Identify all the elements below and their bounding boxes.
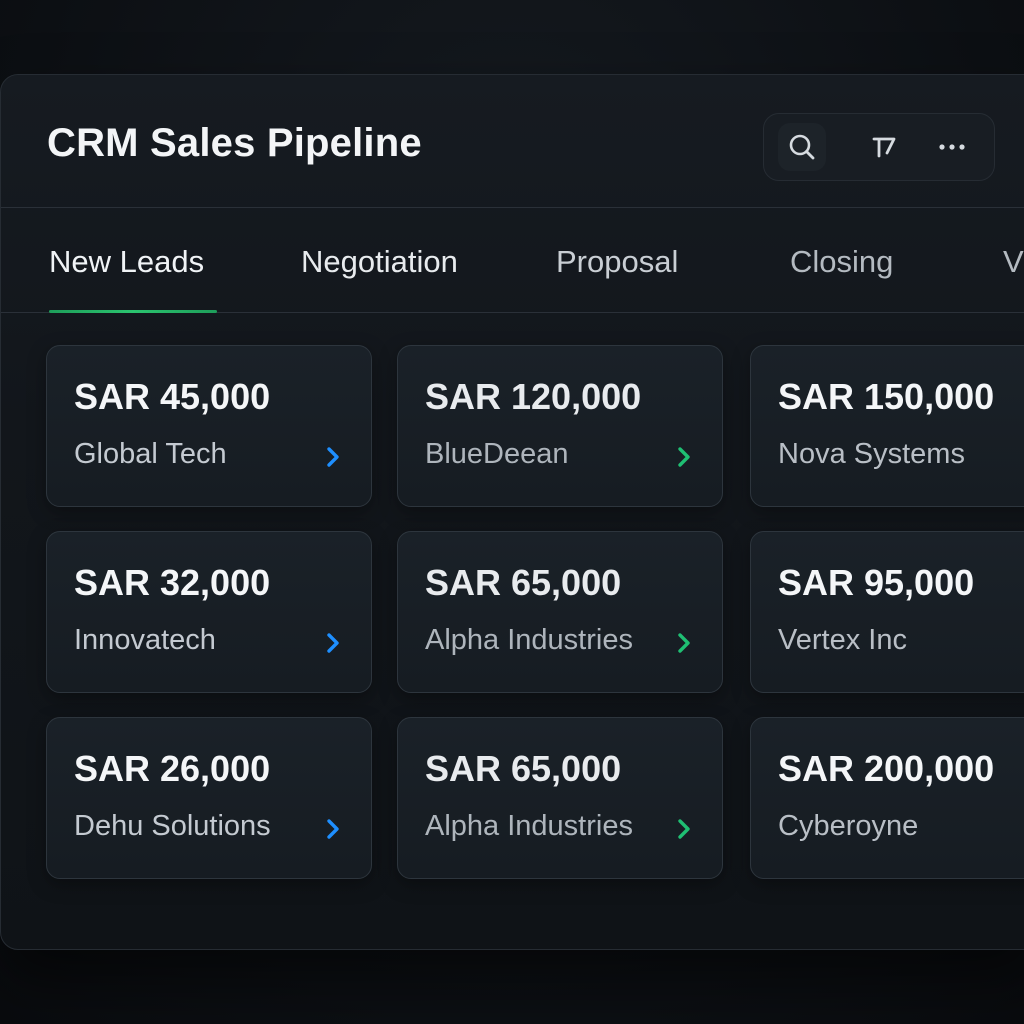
tab-truncated[interactable]: V [1003,244,1024,279]
active-tab-indicator [49,310,217,313]
tab-proposal[interactable]: Proposal [556,244,679,279]
more-horizontal-icon [939,144,965,150]
deal-amount: SAR 120,000 [425,376,642,417]
deal-company: Nova Systems [778,438,965,470]
deal-amount: SAR 65,000 [425,748,622,789]
more-button[interactable] [928,123,976,171]
chevron-right-icon[interactable] [676,446,692,468]
chevron-right-icon[interactable] [676,818,692,840]
deal-amount: SAR 150,000 [778,376,995,417]
text-format-icon [872,137,896,158]
deal-card[interactable]: SAR 150,000 Nova Systems [750,345,1024,507]
search-button[interactable] [778,123,826,171]
chevron-right-icon[interactable] [325,818,341,840]
deal-amount: SAR 26,000 [74,748,271,789]
deal-card[interactable]: SAR 120,000 BlueDeean [397,345,723,507]
deal-company: Vertex Inc [778,624,907,656]
deal-card[interactable]: SAR 200,000 Cyberoyne [750,717,1024,879]
tab-closing[interactable]: Closing [790,244,894,279]
deal-amount: SAR 200,000 [778,748,995,789]
chevron-right-icon[interactable] [676,632,692,654]
tab-negotiation[interactable]: Negotiation [301,244,458,279]
chevron-right-icon[interactable] [325,632,341,654]
deal-amount: SAR 45,000 [74,376,271,417]
deal-card[interactable]: SAR 26,000 Dehu Solutions [46,717,372,879]
deal-card[interactable]: SAR 65,000 Alpha Industries [397,531,723,693]
deal-card[interactable]: SAR 95,000 Vertex Inc [750,531,1024,693]
page-title: CRM Sales Pipeline [47,121,422,165]
deal-card[interactable]: SAR 45,000 Global Tech [46,345,372,507]
chevron-right-icon[interactable] [325,446,341,468]
pipeline-panel: CRM Sales Pipeline [0,74,1024,950]
deal-company: Global Tech [74,438,227,470]
deal-company: BlueDeean [425,438,569,470]
deal-company: Cyberoyne [778,810,919,842]
text-format-button[interactable] [860,123,908,171]
deal-card[interactable]: SAR 32,000 Innovatech [46,531,372,693]
deal-company: Innovatech [74,624,216,656]
deal-company: Dehu Solutions [74,810,271,842]
toolbar [763,113,995,181]
deal-amount: SAR 32,000 [74,562,271,603]
deal-amount: SAR 65,000 [425,562,622,603]
deal-company: Alpha Industries [425,624,633,656]
tab-new-leads[interactable]: New Leads [49,244,205,279]
panel-header: CRM Sales Pipeline [1,75,1024,208]
deal-company: Alpha Industries [425,810,633,842]
search-icon [789,134,815,160]
deal-amount: SAR 95,000 [778,562,975,603]
stage-tabs: New Leads Negotiation Proposal Closing V [1,208,1024,313]
deal-card[interactable]: SAR 65,000 Alpha Industries [397,717,723,879]
